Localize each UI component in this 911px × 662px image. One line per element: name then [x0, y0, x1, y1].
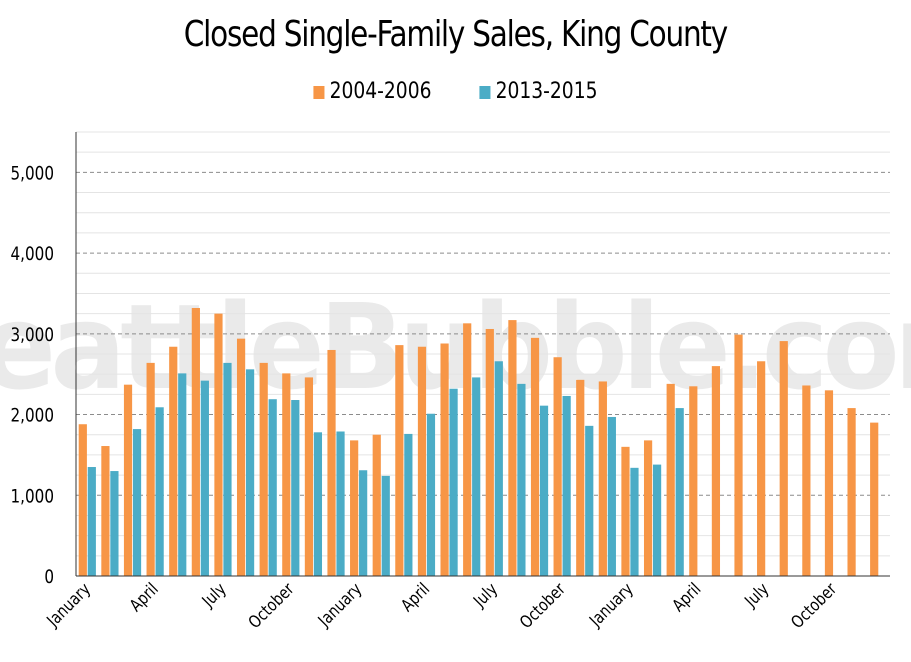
bar-series-1 [191, 307, 200, 576]
bar-series-1 [440, 343, 449, 576]
bar-series-2 [200, 380, 209, 576]
y-tick-label: 5,000 [11, 163, 54, 185]
bar-series-2 [178, 373, 187, 576]
bar-series-1 [463, 323, 472, 576]
bar-series-1 [327, 349, 336, 576]
bar-series-1 [734, 334, 743, 576]
bar-series-2 [155, 407, 164, 576]
bar-series-1 [530, 337, 540, 576]
x-tick-label: January [585, 579, 637, 631]
bar-series-1 [169, 346, 178, 576]
bar-series-1 [485, 328, 494, 576]
y-tick-label: 4,000 [11, 244, 54, 266]
bar-series-2 [291, 400, 300, 576]
bar-series-2 [675, 408, 684, 576]
legend: 2004-2006 2013-2015 [0, 79, 911, 104]
bar-series-1 [508, 320, 517, 576]
bar-series-1 [711, 366, 721, 576]
bar-series-2 [562, 395, 571, 576]
x-tick-label: April [668, 579, 704, 615]
bar-series-2 [539, 405, 549, 576]
bar-series-1 [802, 385, 811, 576]
bar-series-2 [110, 471, 119, 576]
bar-series-1 [395, 345, 404, 576]
bar-series-1 [259, 362, 268, 576]
bar-series-2 [472, 377, 481, 576]
y-tick-label: 2,000 [11, 405, 54, 427]
bar-series-2 [268, 399, 277, 576]
bar-series-1 [236, 338, 246, 576]
x-tick-label: January [314, 579, 366, 631]
x-tick-label: October [245, 579, 299, 633]
bar-series-1 [689, 386, 698, 576]
legend-swatch-series-1 [313, 86, 325, 99]
bar-series-2 [517, 383, 526, 576]
bar-series-1 [214, 313, 223, 576]
bar-series-1 [824, 390, 834, 576]
bar-series-1 [598, 381, 607, 576]
legend-swatch-series-2 [479, 86, 491, 99]
bar-series-1 [123, 384, 133, 576]
bar-series-1 [146, 362, 155, 576]
x-tick-label: October [787, 579, 841, 633]
bar-series-2 [630, 467, 639, 576]
legend-label-series-2: 2013-2015 [495, 79, 598, 104]
chart-title: Closed Single-Family Sales, King County [183, 14, 728, 55]
y-tick-label: 1,000 [11, 486, 54, 508]
y-tick-label: 0 [44, 566, 54, 588]
bar-series-2 [494, 361, 503, 576]
bar-series-2 [607, 416, 616, 576]
bar-series-2 [381, 475, 390, 576]
y-tick-label: 3,000 [11, 324, 54, 346]
bar-series-2 [223, 362, 232, 576]
bar-series-2 [132, 429, 142, 576]
bar-series-1 [757, 361, 766, 576]
bar-series-1 [372, 434, 381, 576]
bar-series-1 [779, 341, 788, 576]
bar-series-1 [350, 440, 359, 576]
x-tick-label: July [198, 579, 230, 611]
x-tick-label: July [469, 579, 501, 611]
bar-series-1 [78, 424, 87, 576]
bar-series-2 [404, 433, 413, 576]
bar-series-1 [621, 446, 630, 576]
bar-series-2 [585, 425, 594, 576]
bar-series-1 [553, 357, 562, 576]
bar-series-1 [666, 383, 675, 576]
x-tick-label: April [397, 579, 433, 615]
bar-series-2 [336, 431, 345, 576]
x-tick-label: July [740, 579, 772, 611]
bar-series-2 [245, 369, 255, 576]
bar-series-2 [426, 413, 436, 576]
bar-series-2 [313, 432, 323, 576]
x-tick-label: October [516, 579, 570, 633]
bar-series-2 [87, 467, 96, 576]
bar-series-1 [417, 346, 427, 576]
bar-series-1 [870, 422, 879, 576]
legend-item-series-2: 2013-2015 [479, 79, 598, 104]
legend-item-series-1: 2004-2006 [313, 79, 432, 104]
legend-label-series-1: 2004-2006 [329, 79, 432, 104]
bar-series-1 [304, 377, 314, 576]
x-tick-label: April [126, 579, 162, 615]
bar-series-1 [576, 379, 585, 576]
bar-series-1 [101, 446, 110, 576]
bar-series-1 [847, 408, 856, 576]
bar-series-2 [652, 464, 662, 576]
bar-series-2 [449, 388, 458, 576]
bar-series-2 [359, 470, 368, 576]
bar-series-1 [282, 373, 291, 576]
bar-series-1 [643, 440, 653, 576]
